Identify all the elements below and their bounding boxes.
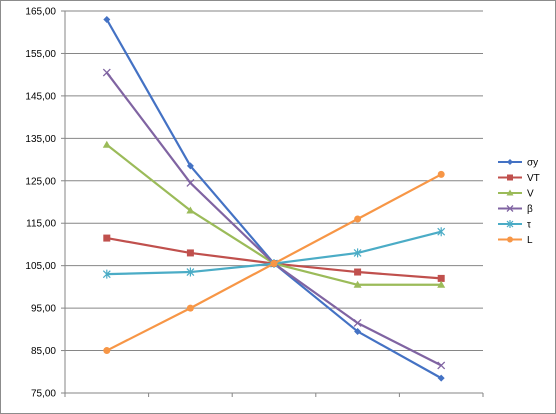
data-point-marker <box>506 205 514 212</box>
legend-label: V <box>527 189 534 200</box>
data-point-marker <box>437 361 446 370</box>
legend-item: L <box>498 235 533 246</box>
legend-item: β <box>498 204 533 215</box>
data-point-marker <box>186 206 195 214</box>
data-point-marker <box>507 174 513 181</box>
series <box>103 234 445 282</box>
y-tick-label: 125,00 <box>25 176 56 187</box>
legend-label: VT <box>527 173 540 184</box>
y-tick-label: 95,00 <box>31 304 56 315</box>
data-point-marker <box>353 280 362 288</box>
legend-label: τ <box>527 220 531 231</box>
legend-item: τ <box>498 220 531 231</box>
data-point-marker <box>270 260 278 268</box>
data-point-marker <box>353 248 362 258</box>
data-point-marker <box>437 374 445 382</box>
y-tick-label: 135,00 <box>25 134 56 145</box>
y-tick-label: 155,00 <box>25 49 56 60</box>
data-point-marker <box>506 220 514 228</box>
data-point-marker <box>102 269 111 279</box>
data-point-marker <box>437 280 446 288</box>
data-point-marker <box>506 189 514 196</box>
data-point-marker <box>186 249 194 257</box>
series-line <box>105 71 442 367</box>
y-tick-label: 105,00 <box>25 261 56 272</box>
data-point-marker <box>103 234 111 242</box>
data-point-marker <box>353 319 362 327</box>
data-point-marker <box>507 236 513 243</box>
data-point-marker <box>437 274 445 282</box>
series <box>103 170 445 355</box>
series-layer <box>102 15 446 382</box>
y-tick-label: 165,00 <box>25 7 56 18</box>
series <box>102 68 446 370</box>
legend-label: L <box>527 235 533 246</box>
y-tick-label: 145,00 <box>25 91 56 102</box>
data-point-marker <box>102 140 111 148</box>
series <box>102 227 446 279</box>
data-point-marker <box>102 68 111 77</box>
data-point-marker <box>186 178 195 187</box>
gridlines <box>65 10 483 394</box>
y-tick-label: 85,00 <box>31 346 56 357</box>
data-point-marker <box>507 159 513 165</box>
data-point-marker <box>437 227 446 237</box>
data-point-marker <box>354 268 362 276</box>
axes <box>61 10 484 397</box>
data-point-marker <box>103 15 111 23</box>
y-tick-label: 75,00 <box>31 389 56 400</box>
legend-label: σy <box>527 158 538 169</box>
data-point-marker <box>186 267 195 277</box>
y-axis-tick-labels: 75,00 85,00 95,00 105,00 115,00 125,00 135,00 1… <box>25 7 56 400</box>
y-tick-label: 115,00 <box>26 219 56 230</box>
data-point-marker <box>354 327 362 335</box>
legend-item: VT <box>498 173 540 184</box>
data-point-marker <box>103 347 111 355</box>
legend-label: β <box>527 204 533 215</box>
data-point-marker <box>354 215 362 223</box>
legend-item: σy <box>498 158 538 169</box>
data-point-marker <box>437 170 445 178</box>
data-point-marker <box>186 162 194 170</box>
data-point-marker <box>186 304 194 312</box>
legend-item: V <box>498 189 534 200</box>
